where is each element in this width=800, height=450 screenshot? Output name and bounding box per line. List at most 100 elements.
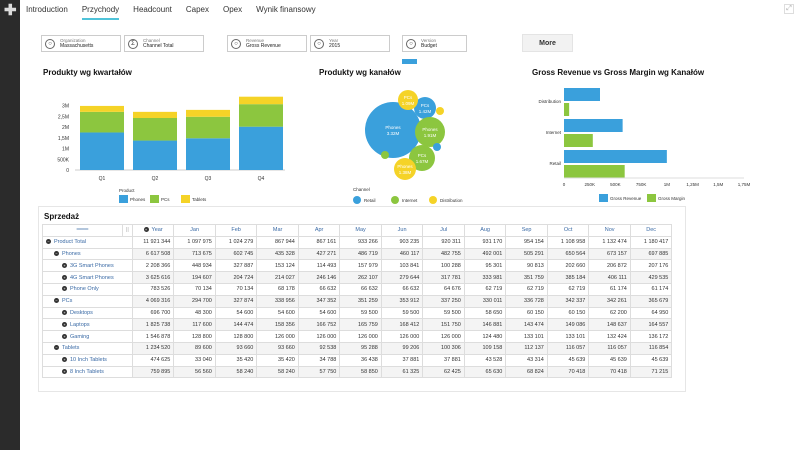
drag-handle[interactable]: ||	[122, 224, 133, 237]
filter-channel[interactable]: Σ Channel Channel Total	[124, 35, 204, 52]
column-header[interactable]: + Year	[131, 224, 175, 237]
bubble-phones-distribution[interactable]	[394, 158, 416, 180]
row-label[interactable]: +3G Smart Phones	[42, 259, 133, 273]
bar-gross-margin-internet[interactable]	[564, 134, 593, 147]
tab-wynik-finansowy[interactable]: Wynik finansowy	[256, 5, 316, 14]
table-cell: 116 057	[588, 341, 631, 355]
column-header[interactable]: Oct	[546, 224, 590, 237]
column-header[interactable]: Mar	[256, 224, 299, 237]
expand-icon[interactable]: +	[143, 227, 149, 233]
expand-icon[interactable]: +	[62, 274, 67, 280]
row-label[interactable]: +4G Smart Phones	[42, 271, 133, 284]
column-header[interactable]: Sep	[505, 224, 548, 237]
column-header[interactable]: Jan	[173, 224, 216, 237]
column-header[interactable]: Nov	[588, 224, 631, 237]
x-tick-label: 250K	[584, 182, 595, 187]
bar-pcs-q3[interactable]	[186, 116, 230, 139]
column-header[interactable]: Feb	[214, 224, 258, 237]
column-header[interactable]: Apr	[297, 224, 341, 237]
bar-phones-q2[interactable]	[133, 140, 177, 170]
bubble-label: PCs	[421, 103, 430, 108]
row-label[interactable]: + Gaming	[42, 330, 133, 343]
quarterly-stacked-bar-chart: 0 500K 1M 1,5M 2M 2,5M 3M Q1 Q2 Q3 Q4 Product Phones…	[57, 96, 285, 203]
table-cell: 35 420	[256, 353, 299, 367]
expand-icon[interactable]: ⤢	[784, 4, 794, 14]
filter-revenue[interactable]: ○ Revenue Gross Revenue	[227, 35, 307, 52]
bar-tablets-q1[interactable]	[80, 105, 124, 112]
row-label[interactable]: + Desktops	[42, 306, 133, 320]
table-cell: 486 719	[339, 247, 382, 261]
bubble-phones-internet[interactable]	[415, 117, 445, 147]
bubble-phones-retail[interactable]	[365, 102, 421, 158]
chart-handle[interactable]	[402, 59, 417, 64]
bar-phones-q4[interactable]	[239, 126, 283, 170]
bar-gross-revenue-retail[interactable]	[564, 150, 667, 163]
table-cell: 353 912	[380, 294, 424, 308]
expand-icon[interactable]: +	[62, 286, 67, 292]
row-label[interactable]: +10 Inch Tablets	[42, 353, 133, 367]
expand-icon[interactable]: +	[62, 310, 67, 316]
tab-capex[interactable]: Capex	[185, 5, 209, 14]
bubble-pcs-retail[interactable]	[414, 97, 436, 119]
filter-version[interactable]: ○ Version Budget	[402, 35, 467, 52]
table-cell: 37 881	[380, 353, 424, 367]
table-cell: 58 850	[339, 365, 382, 379]
bar-gross-revenue-distribution[interactable]	[564, 88, 600, 101]
filter-organization[interactable]: ○ Organization Massachusetts	[41, 35, 121, 52]
collapse-icon[interactable]: −	[46, 239, 51, 245]
bar-gross-margin-retail[interactable]	[564, 165, 625, 178]
collapse-icon[interactable]: −	[54, 298, 59, 304]
filter-year[interactable]: ○ Year 2015	[310, 35, 390, 52]
table-cell: 931 170	[463, 235, 507, 249]
expand-icon[interactable]: +	[62, 262, 67, 268]
bar-phones-q3[interactable]	[186, 138, 230, 170]
collapse-icon[interactable]: −	[54, 251, 59, 257]
column-header[interactable]: Aug	[463, 224, 507, 237]
row-label[interactable]: − Product Total	[42, 235, 133, 249]
bar-pcs-q1[interactable]	[80, 111, 124, 133]
bubble-small[interactable]	[436, 107, 444, 115]
collapse-icon[interactable]: −	[54, 345, 59, 351]
column-header[interactable]: Jul	[422, 224, 465, 237]
tab-opex[interactable]: Opex	[223, 5, 243, 14]
table-cell: 126 000	[339, 330, 382, 343]
bar-tablets-q3[interactable]	[186, 109, 230, 117]
plus-icon[interactable]: ✚	[4, 2, 17, 19]
tab-introduction[interactable]: Introduction	[26, 5, 68, 14]
circle-icon: ○	[406, 38, 416, 49]
tab-przychody[interactable]: Przychody	[81, 3, 120, 20]
bubble-pcs-internet[interactable]	[409, 145, 435, 171]
row-label[interactable]: − Phones	[42, 247, 133, 261]
expand-icon[interactable]: +	[62, 369, 67, 374]
bar-gross-margin-distribution[interactable]	[564, 103, 570, 116]
row-label[interactable]: + Laptops	[42, 318, 133, 332]
row-label[interactable]: − PCs	[42, 294, 133, 308]
pivot-handle[interactable]: ═══	[42, 224, 123, 237]
column-header[interactable]: May	[339, 224, 382, 237]
bubble-value: 1.91M	[424, 133, 437, 138]
bar-pcs-q2[interactable]	[133, 118, 177, 141]
more-button[interactable]: More	[522, 34, 573, 52]
bubble-value: 1.42M	[419, 109, 432, 114]
table-cell: 70 134	[173, 282, 216, 296]
table-cell: 136 172	[629, 330, 673, 343]
expand-icon[interactable]: +	[62, 333, 67, 339]
row-label[interactable]: +8 Inch Tablets	[42, 365, 133, 379]
expand-icon[interactable]: +	[62, 357, 67, 363]
expand-icon[interactable]: +	[62, 321, 67, 327]
bar-phones-q1[interactable]	[80, 132, 124, 170]
tab-headcount[interactable]: Headcount	[133, 5, 172, 14]
bar-tablets-q2[interactable]	[133, 111, 177, 119]
bar-pcs-q4[interactable]	[239, 104, 283, 127]
bar-gross-revenue-internet[interactable]	[564, 119, 623, 132]
bubble-small[interactable]	[381, 151, 389, 159]
column-header[interactable]: Jun	[380, 224, 424, 237]
bubble-small[interactable]	[433, 143, 441, 151]
row-label[interactable]: − Tablets	[42, 341, 133, 355]
table-cell: 56 560	[173, 365, 216, 379]
bar-tablets-q4[interactable]	[239, 96, 283, 105]
column-header[interactable]: Dec	[629, 224, 673, 237]
bubble-pcs-distribution[interactable]	[398, 90, 418, 110]
filter-value: Budget	[421, 43, 437, 49]
row-label[interactable]: + Phone Only	[42, 282, 133, 296]
